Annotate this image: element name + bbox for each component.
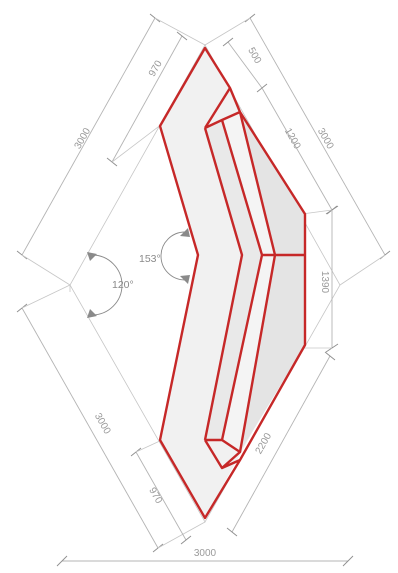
dim-bottom: 3000 (194, 548, 217, 559)
dim-upper-left-inner: 970 (147, 58, 165, 78)
angle-labels: 120° 153° (112, 253, 161, 291)
dim-upper-right-outer: 3000 (315, 126, 336, 151)
dim-upper-right-mid: 1200 (282, 126, 303, 151)
dim-upper-right-short: 500 (245, 46, 263, 66)
angle-153-indicator (160, 228, 190, 284)
dimension-lines (16, 13, 391, 567)
dim-lower-left-inner: 970 (146, 486, 164, 506)
sofa-module (158, 46, 307, 520)
dim-upper-left-outer: 3000 (73, 126, 94, 151)
dim-right-vertical: 1390 (319, 271, 330, 294)
angle-120-indicator (87, 252, 123, 318)
dim-lower-right: 2200 (254, 431, 275, 456)
backrest-front-line (203, 127, 244, 441)
angle-outer-label: 120° (112, 279, 134, 291)
dim-lower-left-outer: 3000 (92, 411, 113, 436)
angle-inner-label: 153° (139, 253, 161, 265)
bottom-cushion-edge (203, 438, 242, 470)
